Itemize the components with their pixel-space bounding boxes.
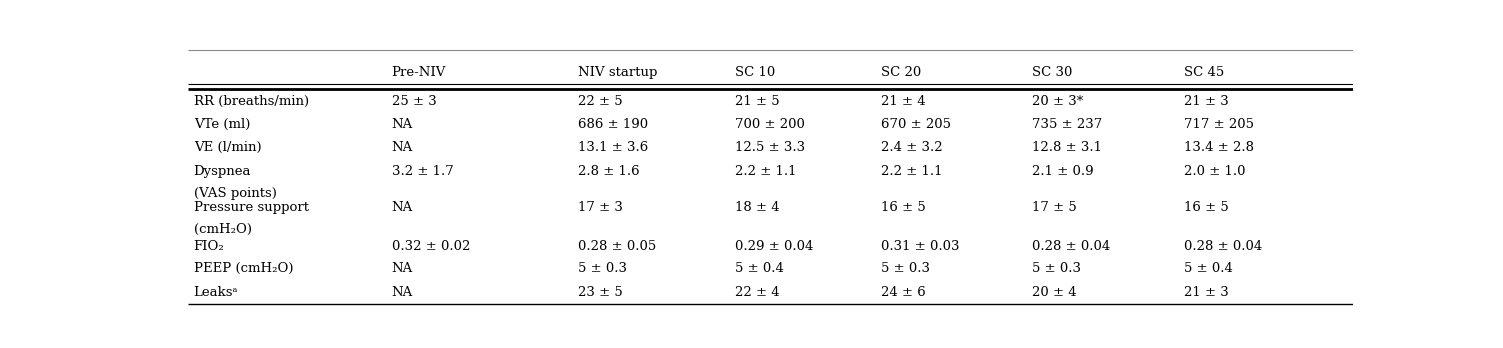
Text: 717 ± 205: 717 ± 205 <box>1184 118 1254 131</box>
Text: PEEP (cmH₂O): PEEP (cmH₂O) <box>194 262 293 275</box>
Text: FIO₂: FIO₂ <box>194 239 224 253</box>
Text: 21 ± 3: 21 ± 3 <box>1184 95 1228 108</box>
Text: 0.31 ± 0.03: 0.31 ± 0.03 <box>881 239 959 253</box>
Text: Pre-NIV: Pre-NIV <box>392 66 446 79</box>
Text: 21 ± 3: 21 ± 3 <box>1184 286 1228 299</box>
Text: 670 ± 205: 670 ± 205 <box>881 118 951 131</box>
Text: 2.2 ± 1.1: 2.2 ± 1.1 <box>881 165 942 178</box>
Text: 2.4 ± 3.2: 2.4 ± 3.2 <box>881 141 942 154</box>
Text: 0.29 ± 0.04: 0.29 ± 0.04 <box>735 239 813 253</box>
Text: 0.32 ± 0.02: 0.32 ± 0.02 <box>392 239 470 253</box>
Text: 22 ± 5: 22 ± 5 <box>579 95 622 108</box>
Text: 700 ± 200: 700 ± 200 <box>735 118 806 131</box>
Text: 12.5 ± 3.3: 12.5 ± 3.3 <box>735 141 806 154</box>
Text: 25 ± 3: 25 ± 3 <box>392 95 436 108</box>
Text: NA: NA <box>392 262 413 275</box>
Text: 5 ± 0.3: 5 ± 0.3 <box>881 262 930 275</box>
Text: 3.2 ± 1.7: 3.2 ± 1.7 <box>392 165 454 178</box>
Text: 735 ± 237: 735 ± 237 <box>1033 118 1103 131</box>
Text: 2.0 ± 1.0: 2.0 ± 1.0 <box>1184 165 1246 178</box>
Text: SC 20: SC 20 <box>881 66 921 79</box>
Text: 0.28 ± 0.05: 0.28 ± 0.05 <box>579 239 657 253</box>
Text: Dyspnea: Dyspnea <box>194 165 251 178</box>
Text: 0.28 ± 0.04: 0.28 ± 0.04 <box>1184 239 1263 253</box>
Text: SC 10: SC 10 <box>735 66 776 79</box>
Text: 5 ± 0.4: 5 ± 0.4 <box>735 262 785 275</box>
Text: 2.2 ± 1.1: 2.2 ± 1.1 <box>735 165 797 178</box>
Text: 20 ± 3*: 20 ± 3* <box>1033 95 1084 108</box>
Text: 5 ± 0.3: 5 ± 0.3 <box>1033 262 1081 275</box>
Text: 686 ± 190: 686 ± 190 <box>579 118 648 131</box>
Text: 17 ± 3: 17 ± 3 <box>579 201 622 214</box>
Text: Leaksᵃ: Leaksᵃ <box>194 286 237 299</box>
Text: 18 ± 4: 18 ± 4 <box>735 201 780 214</box>
Text: 21 ± 5: 21 ± 5 <box>735 95 780 108</box>
Text: 0.28 ± 0.04: 0.28 ± 0.04 <box>1033 239 1111 253</box>
Text: 12.8 ± 3.1: 12.8 ± 3.1 <box>1033 141 1102 154</box>
Text: 13.1 ± 3.6: 13.1 ± 3.6 <box>579 141 648 154</box>
Text: VTe (ml): VTe (ml) <box>194 118 249 131</box>
Text: NA: NA <box>392 118 413 131</box>
Text: 2.8 ± 1.6: 2.8 ± 1.6 <box>579 165 640 178</box>
Text: 17 ± 5: 17 ± 5 <box>1033 201 1078 214</box>
Text: 13.4 ± 2.8: 13.4 ± 2.8 <box>1184 141 1254 154</box>
Text: 23 ± 5: 23 ± 5 <box>579 286 622 299</box>
Text: (cmH₂O): (cmH₂O) <box>194 223 251 236</box>
Text: 2.1 ± 0.9: 2.1 ± 0.9 <box>1033 165 1094 178</box>
Text: 16 ± 5: 16 ± 5 <box>881 201 926 214</box>
Text: NIV startup: NIV startup <box>579 66 657 79</box>
Text: 16 ± 5: 16 ± 5 <box>1184 201 1228 214</box>
Text: 5 ± 0.3: 5 ± 0.3 <box>579 262 627 275</box>
Text: NA: NA <box>392 141 413 154</box>
Text: 24 ± 6: 24 ± 6 <box>881 286 926 299</box>
Text: RR (breaths/min): RR (breaths/min) <box>194 95 308 108</box>
Text: SC 30: SC 30 <box>1033 66 1073 79</box>
Text: 22 ± 4: 22 ± 4 <box>735 286 780 299</box>
Text: SC 45: SC 45 <box>1184 66 1223 79</box>
Text: NA: NA <box>392 201 413 214</box>
Text: NA: NA <box>392 286 413 299</box>
Text: 21 ± 4: 21 ± 4 <box>881 95 926 108</box>
Text: Pressure support: Pressure support <box>194 201 308 214</box>
Text: 5 ± 0.4: 5 ± 0.4 <box>1184 262 1232 275</box>
Text: VE (l/min): VE (l/min) <box>194 141 262 154</box>
Text: (VAS points): (VAS points) <box>194 187 277 200</box>
Text: 20 ± 4: 20 ± 4 <box>1033 286 1078 299</box>
